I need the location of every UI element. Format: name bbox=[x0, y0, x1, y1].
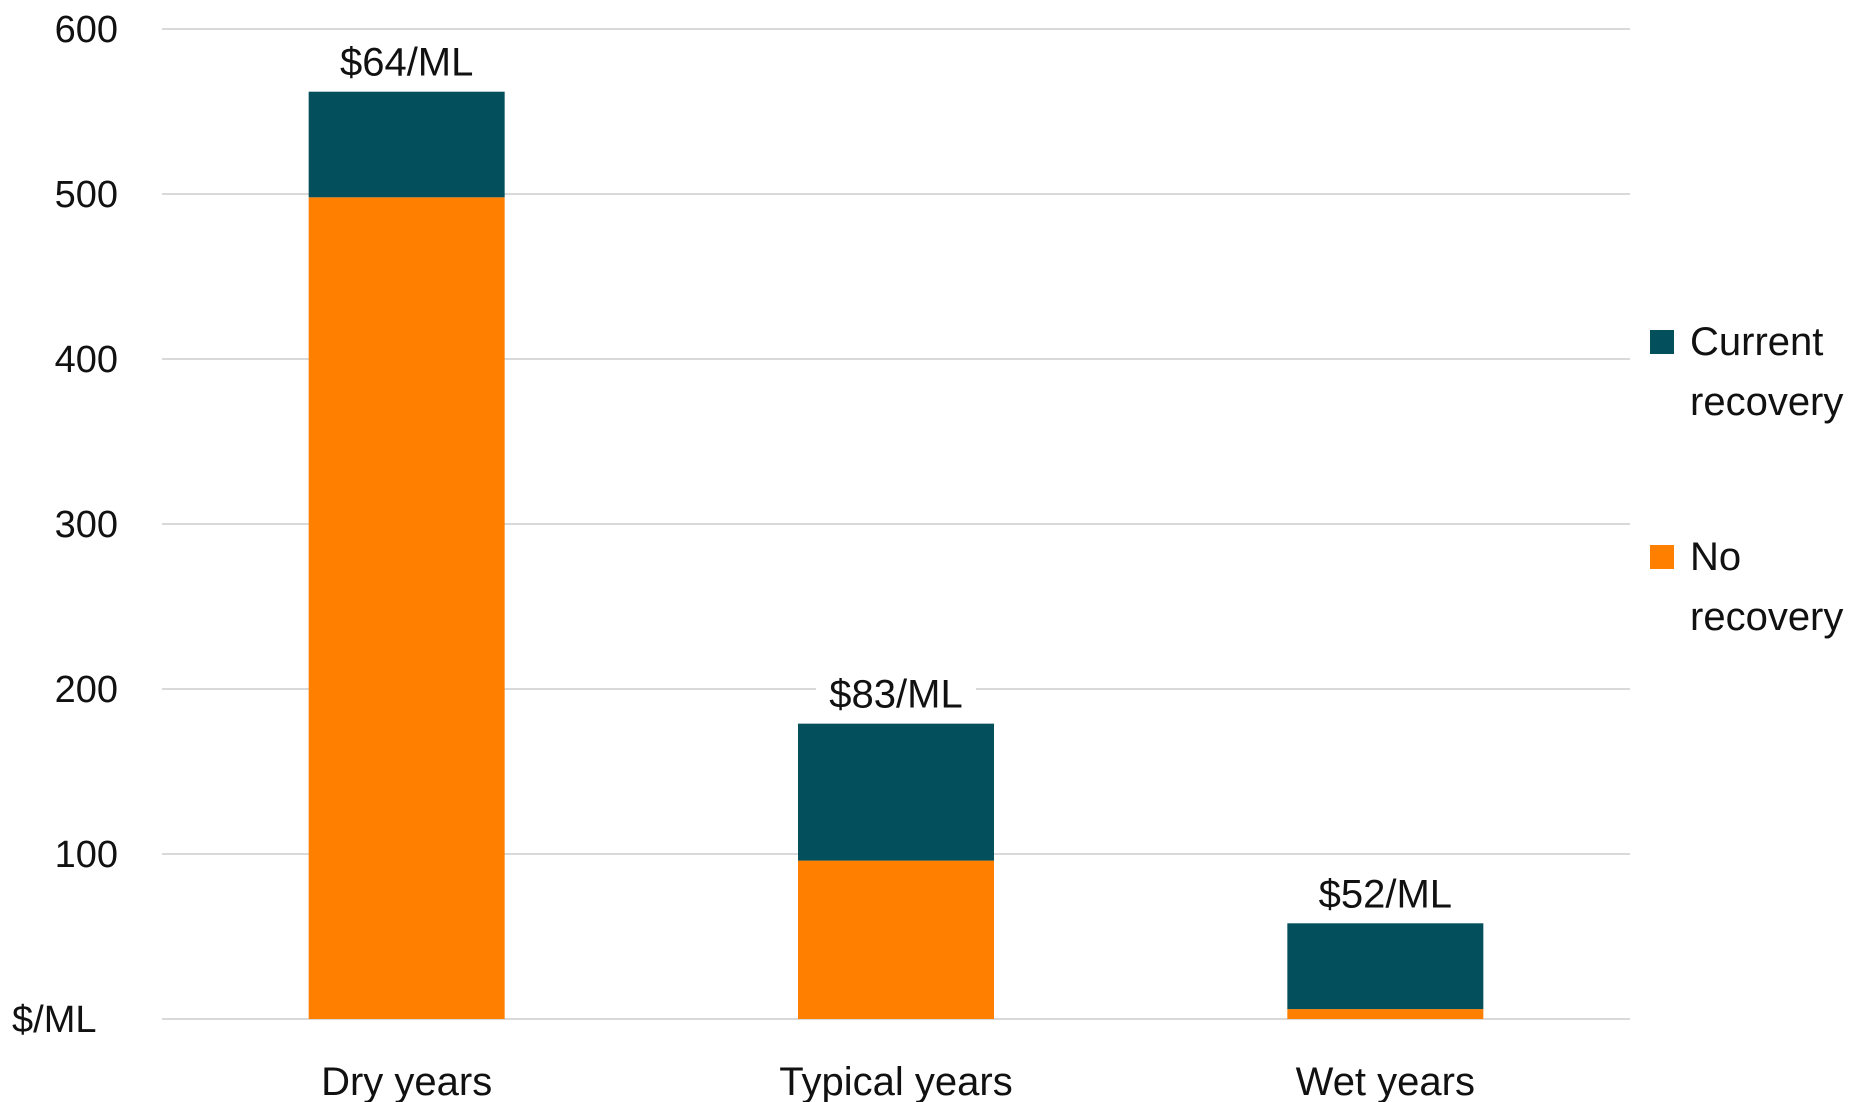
data-label-background bbox=[816, 671, 976, 718]
bar-current-recovery bbox=[1287, 923, 1484, 1010]
y-tick-label: 100 bbox=[55, 834, 118, 876]
legend-label: Current bbox=[1690, 320, 1823, 364]
data-label: $52/ML bbox=[1319, 872, 1452, 916]
x-category-label: Typical years bbox=[779, 1060, 1012, 1102]
legend-swatch bbox=[1650, 330, 1674, 354]
y-tick-label: 300 bbox=[55, 504, 118, 546]
bar-no-recovery bbox=[798, 860, 994, 1019]
data-labels: $64/ML $83/ML $52/ML bbox=[326, 39, 1466, 918]
y-tick-label: 400 bbox=[55, 339, 118, 381]
y-axis: $/ML 100 200 300 400 500 600 bbox=[12, 9, 118, 1041]
bar-no-recovery bbox=[308, 197, 505, 1020]
legend: Current recovery No recovery bbox=[1650, 320, 1843, 639]
x-axis: Dry years Typical years Wet years bbox=[321, 1060, 1475, 1102]
bar-current-recovery bbox=[308, 91, 505, 198]
y-tick-label: 600 bbox=[55, 9, 118, 51]
y-unit-label: $/ML bbox=[12, 999, 96, 1041]
data-label-background bbox=[326, 39, 487, 86]
legend-swatch bbox=[1650, 545, 1674, 569]
bars bbox=[308, 91, 1484, 1020]
legend-label: recovery bbox=[1690, 380, 1843, 424]
y-tick-label: 500 bbox=[55, 174, 118, 216]
x-category-label: Dry years bbox=[321, 1060, 492, 1102]
bar-no-recovery bbox=[1287, 1009, 1484, 1019]
data-label: $64/ML bbox=[340, 41, 473, 85]
data-label-background bbox=[1305, 871, 1466, 918]
legend-label: recovery bbox=[1690, 595, 1843, 639]
data-label: $83/ML bbox=[829, 673, 962, 717]
x-category-label: Wet years bbox=[1296, 1060, 1475, 1102]
bar-current-recovery bbox=[798, 723, 994, 861]
legend-label: No bbox=[1690, 535, 1741, 579]
y-tick-label: 200 bbox=[55, 669, 118, 711]
